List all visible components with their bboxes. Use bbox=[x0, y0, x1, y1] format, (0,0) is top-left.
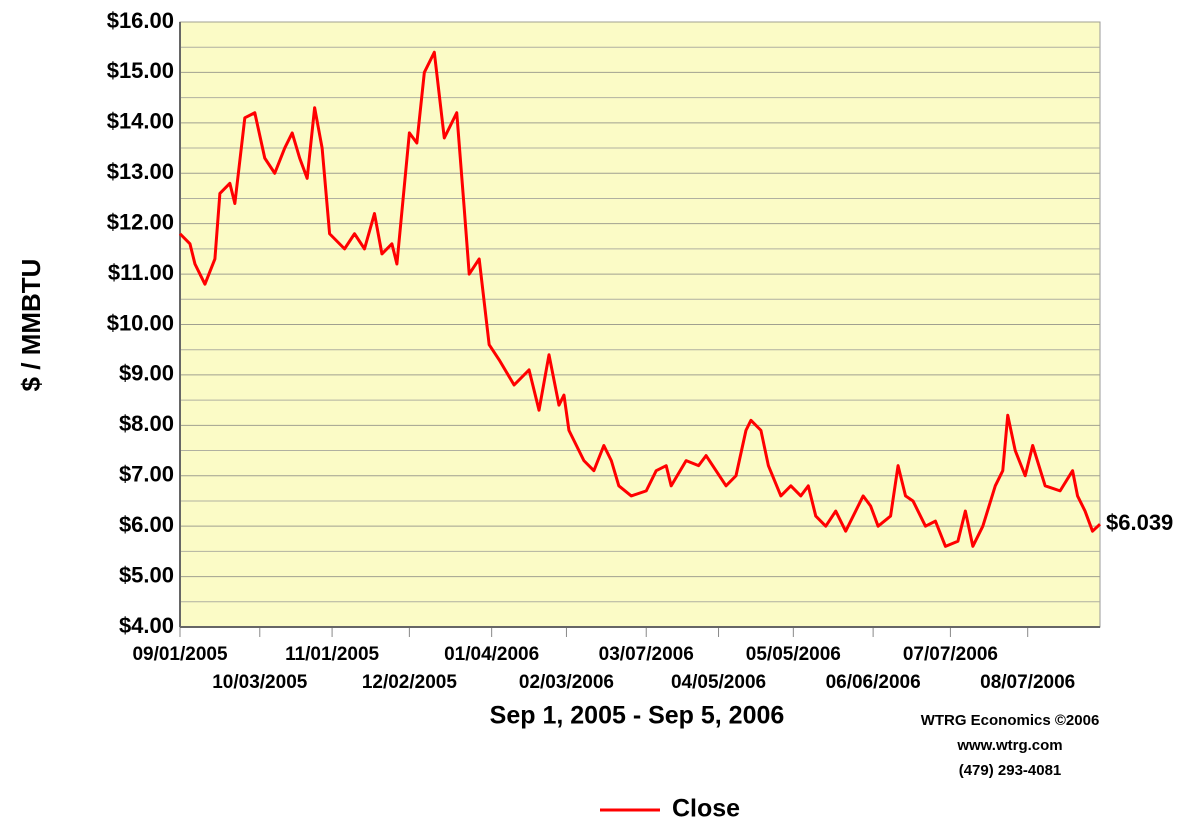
y-tick-label: $11.00 bbox=[108, 260, 174, 285]
x-tick-label: 07/07/2006 bbox=[903, 644, 998, 665]
y-tick-label: $5.00 bbox=[119, 562, 174, 587]
x-tick-label: 03/07/2006 bbox=[599, 644, 694, 665]
x-tick-label: 08/07/2006 bbox=[980, 672, 1075, 693]
y-tick-label: $15.00 bbox=[107, 58, 174, 83]
y-tick-label: $4.00 bbox=[119, 613, 174, 638]
credit: WTRG Economics ©2006 bbox=[921, 712, 1100, 729]
x-tick-label: 05/05/2006 bbox=[746, 644, 841, 665]
x-axis-label: Sep 1, 2005 - Sep 5, 2006 bbox=[490, 702, 785, 730]
x-tick-label: 09/01/2005 bbox=[132, 644, 228, 665]
credit: www.wtrg.com bbox=[956, 737, 1062, 754]
y-tick-label: $6.00 bbox=[119, 512, 174, 537]
credit: (479) 293-4081 bbox=[959, 762, 1062, 779]
x-tick-label: 04/05/2006 bbox=[671, 672, 766, 693]
y-tick-label: $9.00 bbox=[119, 361, 174, 386]
x-tick-label: 12/02/2005 bbox=[362, 672, 458, 693]
legend-label: Close bbox=[672, 795, 740, 823]
y-tick-label: $10.00 bbox=[107, 310, 174, 335]
x-tick-label: 11/01/2005 bbox=[285, 644, 379, 665]
x-tick-label: 01/04/2006 bbox=[444, 644, 539, 665]
y-tick-label: $12.00 bbox=[107, 209, 174, 234]
price-line bbox=[178, 50, 1102, 548]
y-tick-label: $16.00 bbox=[107, 8, 174, 33]
y-axis-label: $ / MMBTU bbox=[16, 259, 46, 392]
x-tick-label: 06/06/2006 bbox=[826, 672, 921, 693]
x-tick-label: 10/03/2005 bbox=[212, 672, 308, 693]
y-tick-label: $8.00 bbox=[119, 411, 174, 436]
y-tick-label: $7.00 bbox=[119, 462, 174, 487]
x-tick-label: 02/03/2006 bbox=[519, 672, 614, 693]
y-tick-label: $14.00 bbox=[107, 109, 174, 134]
y-tick-label: $13.00 bbox=[107, 159, 174, 184]
value-label: $6.039 bbox=[1106, 510, 1173, 535]
